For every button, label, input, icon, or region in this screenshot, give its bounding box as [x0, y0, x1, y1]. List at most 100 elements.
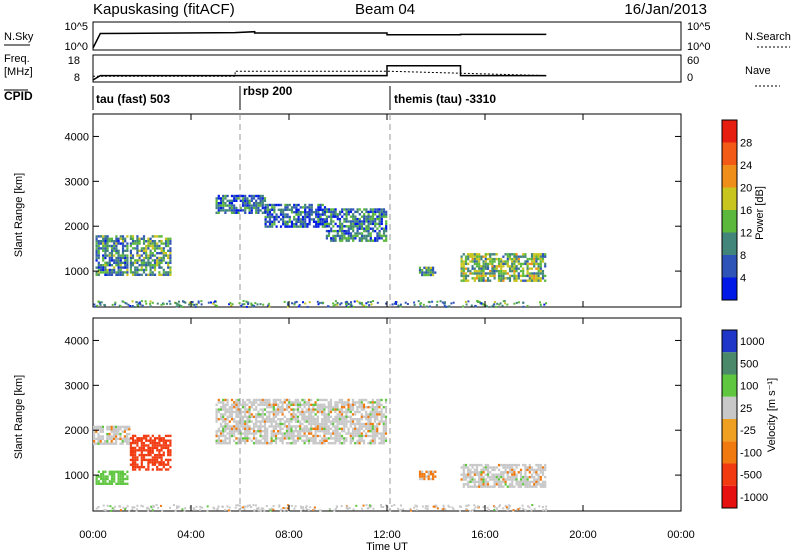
velocity-cell [380, 442, 383, 445]
power-cell [104, 242, 107, 245]
velocity-cell [362, 425, 366, 428]
power-cell [138, 240, 141, 243]
power-cell [134, 268, 137, 272]
power-cell [121, 247, 125, 250]
velocity-cell [222, 442, 225, 445]
velocity-cell [471, 471, 474, 474]
power-cell [104, 252, 107, 255]
velocity-cell [323, 430, 326, 433]
power-noise-cell [287, 303, 289, 306]
velocity-cell [110, 440, 113, 443]
velocity-cell [500, 475, 503, 479]
power-cell [360, 225, 364, 228]
power-cell [506, 265, 509, 268]
power-cell [365, 227, 368, 230]
power-cell [99, 240, 103, 243]
velocity-cell [226, 408, 229, 411]
power-noise-cell [443, 305, 446, 307]
power-noise-cell [133, 306, 136, 308]
velocity-cell [312, 439, 315, 442]
power-cell [119, 256, 122, 260]
power-noise-cell [193, 303, 196, 306]
power-cell [226, 209, 229, 212]
velocity-cell [237, 408, 240, 411]
power-cell [129, 256, 132, 260]
power-cell [421, 271, 424, 274]
power-cell [358, 208, 361, 211]
power-cell [515, 277, 518, 280]
velocity-cell [384, 401, 388, 404]
power-cell [115, 240, 118, 243]
power-noise-cell [417, 300, 420, 303]
velocity-cell [106, 425, 109, 429]
power-cell [167, 273, 170, 276]
power-cell [124, 264, 127, 267]
power-cell [271, 220, 274, 223]
velocity-cell [277, 398, 280, 402]
velocity-cell [380, 432, 383, 435]
velocity-cell [305, 403, 308, 406]
power-cell [237, 209, 240, 212]
velocity-cell [318, 434, 322, 438]
velocity-noise-cell [362, 504, 365, 507]
power-cell [124, 271, 127, 274]
velocity-cell [156, 449, 159, 452]
velocity-cell [290, 437, 293, 440]
velocity-cell [327, 413, 330, 416]
velocity-cell [153, 444, 157, 447]
power-cell [517, 257, 520, 261]
velocity-cell [462, 478, 465, 481]
power-cell [352, 234, 355, 238]
velocity-cell [464, 466, 468, 469]
velocity-noise-cell [345, 507, 348, 509]
power-cell [385, 229, 388, 233]
power-cell [271, 206, 274, 209]
power-cell [378, 229, 381, 233]
velocity-cell [285, 434, 289, 438]
velocity-cell [99, 442, 102, 445]
colorbar-tick-label: 28 [740, 138, 752, 150]
power-noise-cell [94, 305, 97, 308]
velocity-cell [226, 398, 229, 402]
velocity-cell [121, 475, 125, 478]
power-cell [475, 274, 479, 278]
power-noise-cell [178, 300, 180, 303]
velocity-cell [164, 439, 168, 442]
velocity-cell [228, 427, 231, 430]
power-cell [489, 279, 492, 282]
velocity-cell [123, 430, 126, 433]
velocity-cell [351, 408, 355, 411]
velocity-cell [237, 420, 240, 423]
velocity-cell [226, 401, 229, 404]
velocity-cell [511, 468, 514, 472]
cpid-segment-3: themis (tau) -3310 [394, 92, 496, 106]
colorbar-swatch [722, 485, 737, 509]
power-cell [136, 271, 139, 274]
power-cell [382, 239, 386, 242]
velocity-cell [504, 480, 507, 484]
velocity-cell [219, 442, 223, 445]
velocity-cell [358, 427, 361, 430]
power-cell [539, 255, 542, 258]
velocity-noise-cell [528, 506, 531, 509]
power-cell [261, 202, 264, 205]
velocity-cell [371, 398, 374, 402]
velocity-noise-cell [346, 505, 349, 508]
velocity-cell [217, 418, 220, 421]
power-cell [330, 222, 333, 226]
velocity-cell [486, 463, 490, 467]
power-cell [486, 253, 490, 256]
velocity-noise-cell [307, 509, 310, 512]
velocity-cell [345, 439, 348, 442]
velocity-noise-cell [252, 504, 255, 507]
velocity-cell [149, 441, 152, 445]
power-cell [124, 244, 127, 248]
power-cell [341, 215, 344, 218]
velocity-noise-cell [282, 507, 285, 509]
power-cell [334, 222, 337, 226]
velocity-cell [219, 422, 223, 426]
power-cell [131, 240, 135, 243]
velocity-cell [290, 432, 293, 435]
power-noise-cell [268, 305, 271, 308]
velocity-cell [268, 398, 271, 402]
